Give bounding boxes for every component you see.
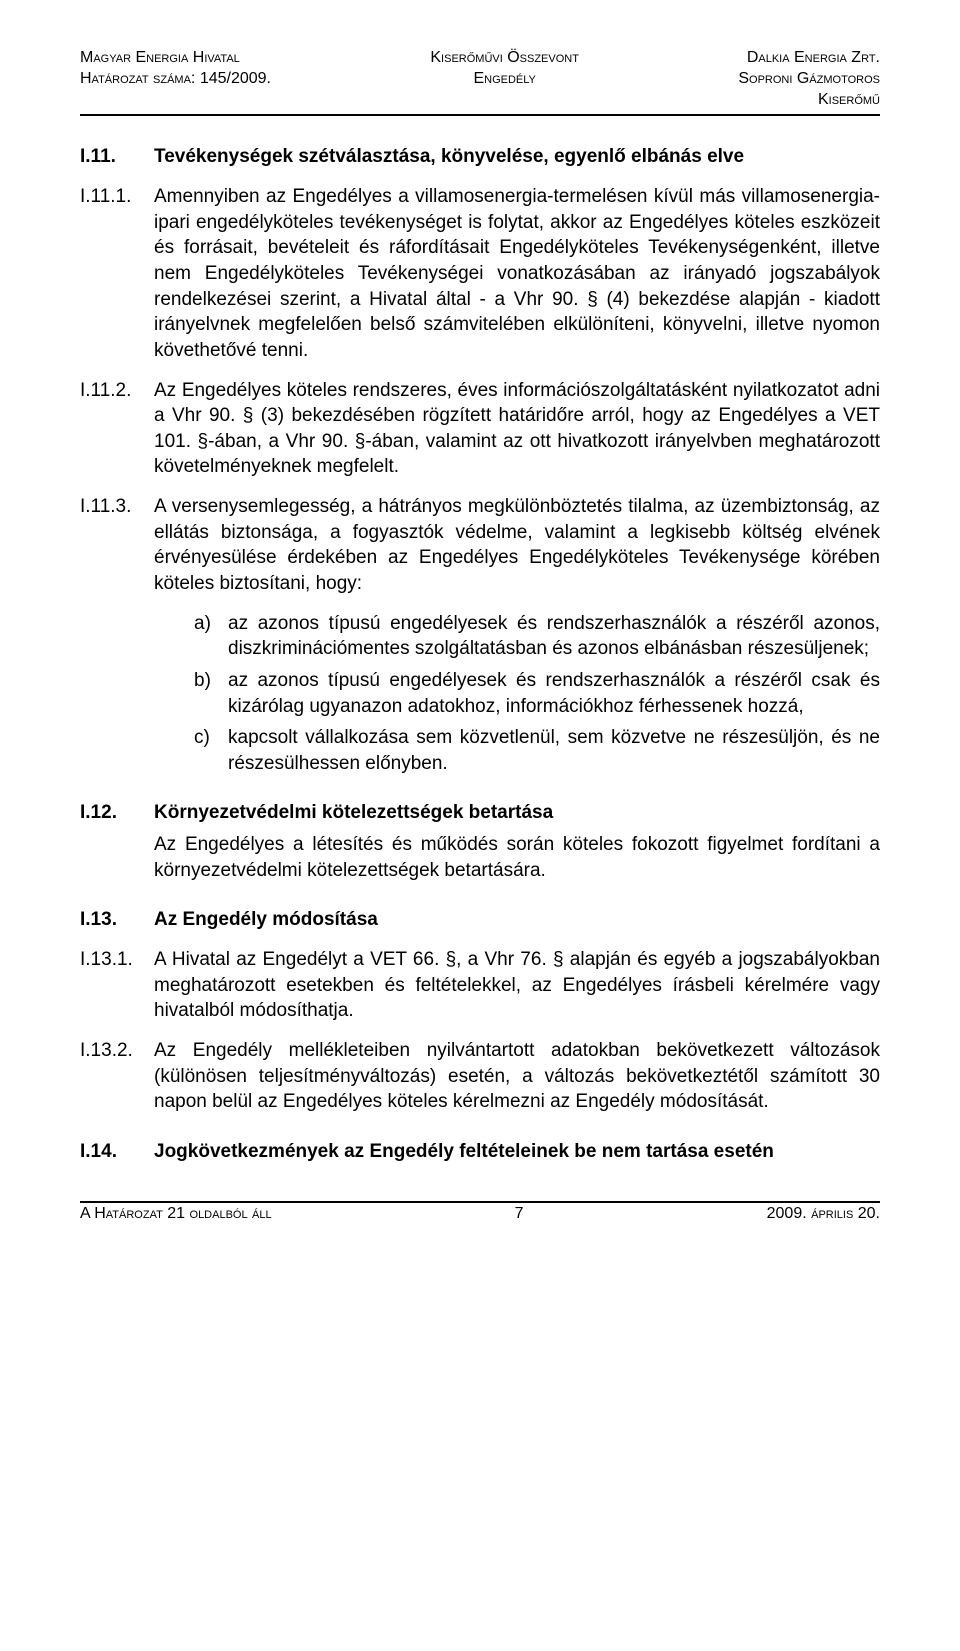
header-center: Kiserőművi Összevont Engedély [430, 48, 579, 110]
ordered-list: a) az azonos típusú engedélyesek és rend… [194, 611, 880, 777]
section-title: Jogkövetkezmények az Engedély feltételei… [154, 1139, 880, 1165]
section-i13: I.13. Az Engedély módosítása [80, 907, 880, 933]
header-divider [80, 114, 880, 116]
paragraph-body: Amennyiben az Engedélyes a villamosenerg… [154, 184, 880, 363]
paragraph-i13-1: I.13.1. A Hivatal az Engedélyt a VET 66.… [80, 947, 880, 1024]
paragraph-body: A Hivatal az Engedélyt a VET 66. §, a Vh… [154, 947, 880, 1024]
header-center-line1: Kiserőművi Összevont [430, 48, 579, 69]
header-left: Magyar Energia Hivatal Határozat száma: … [80, 48, 271, 110]
section-col: Környezetvédelmi kötelezettségek betartá… [154, 800, 880, 883]
footer: A Határozat 21 oldalból áll 7 2009. ápri… [80, 1205, 880, 1223]
list-item: a) az azonos típusú engedélyesek és rend… [194, 611, 880, 662]
section-i12: I.12. Környezetvédelmi kötelezettségek b… [80, 800, 880, 883]
footer-right: 2009. április 20. [767, 1205, 880, 1223]
paragraph-number: I.11.2. [80, 378, 154, 481]
footer-center: 7 [515, 1205, 524, 1223]
paragraph-number: I.13.1. [80, 947, 154, 1024]
page: Magyar Energia Hivatal Határozat száma: … [0, 0, 960, 1271]
section-i11: I.11. Tevékenységek szétválasztása, köny… [80, 144, 880, 170]
paragraph-body-col: A versenysemlegesség, a hátrányos megkül… [154, 494, 880, 776]
list-item: c) kapcsolt vállalkozása sem közvetlenül… [194, 725, 880, 776]
header-left-line2: Határozat száma: 145/2009. [80, 69, 271, 90]
section-number: I.13. [80, 907, 154, 933]
section-number: I.14. [80, 1139, 154, 1165]
header-right-line1: Dalkia Energia Zrt. [738, 48, 880, 69]
list-text: kapcsolt vállalkozása sem közvetlenül, s… [228, 725, 880, 776]
footer-left: A Határozat 21 oldalból áll [80, 1205, 272, 1223]
section-title: Környezetvédelmi kötelezettségek betartá… [154, 800, 880, 826]
paragraph-body: Az Engedély mellékleteiben nyilvántartot… [154, 1038, 880, 1115]
paragraph-i11-1: I.11.1. Amennyiben az Engedélyes a villa… [80, 184, 880, 363]
section-body: Az Engedélyes a létesítés és működés sor… [154, 832, 880, 883]
paragraph-body: A versenysemlegesség, a hátrányos megkül… [154, 494, 880, 597]
section-title: Az Engedély módosítása [154, 907, 880, 933]
paragraph-number: I.11.3. [80, 494, 154, 776]
list-item: b) az azonos típusú engedélyesek és rend… [194, 668, 880, 719]
list-marker: a) [194, 611, 228, 662]
section-title: Tevékenységek szétválasztása, könyvelése… [154, 144, 880, 170]
list-marker: c) [194, 725, 228, 776]
section-number: I.12. [80, 800, 154, 883]
section-number: I.11. [80, 144, 154, 170]
list-text: az azonos típusú engedélyesek és rendsze… [228, 668, 880, 719]
paragraph-i13-2: I.13.2. Az Engedély mellékleteiben nyilv… [80, 1038, 880, 1115]
paragraph-number: I.13.2. [80, 1038, 154, 1115]
header-right-line2: Soproni Gázmotoros [738, 69, 880, 90]
header-right: Dalkia Energia Zrt. Soproni Gázmotoros K… [738, 48, 880, 110]
header: Magyar Energia Hivatal Határozat száma: … [80, 48, 880, 110]
section-i14: I.14. Jogkövetkezmények az Engedély felt… [80, 1139, 880, 1165]
paragraph-number: I.11.1. [80, 184, 154, 363]
list-marker: b) [194, 668, 228, 719]
list-text: az azonos típusú engedélyesek és rendsze… [228, 611, 880, 662]
header-left-line1: Magyar Energia Hivatal [80, 48, 271, 69]
header-center-line2: Engedély [430, 69, 579, 90]
paragraph-i11-2: I.11.2. Az Engedélyes köteles rendszeres… [80, 378, 880, 481]
header-right-line3: Kiserőmű [738, 90, 880, 111]
footer-divider [80, 1201, 880, 1203]
paragraph-i11-3: I.11.3. A versenysemlegesség, a hátrányo… [80, 494, 880, 776]
paragraph-body: Az Engedélyes köteles rendszeres, éves i… [154, 378, 880, 481]
